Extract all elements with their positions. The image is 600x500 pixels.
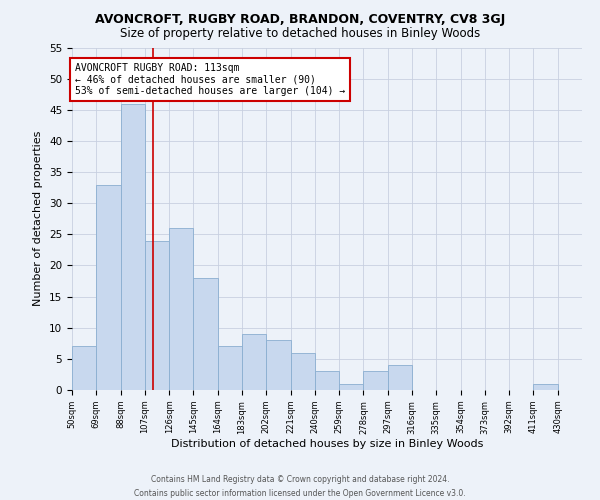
- Bar: [388, 365, 412, 390]
- Y-axis label: Number of detached properties: Number of detached properties: [34, 131, 43, 306]
- Bar: [315, 372, 339, 390]
- Bar: [145, 240, 169, 390]
- Bar: [193, 278, 218, 390]
- Bar: [364, 372, 388, 390]
- Bar: [533, 384, 558, 390]
- Bar: [121, 104, 145, 390]
- X-axis label: Distribution of detached houses by size in Binley Woods: Distribution of detached houses by size …: [171, 440, 483, 450]
- Bar: [72, 346, 96, 390]
- Bar: [242, 334, 266, 390]
- Text: AVONCROFT RUGBY ROAD: 113sqm
← 46% of detached houses are smaller (90)
53% of se: AVONCROFT RUGBY ROAD: 113sqm ← 46% of de…: [74, 63, 345, 96]
- Bar: [290, 352, 315, 390]
- Text: AVONCROFT, RUGBY ROAD, BRANDON, COVENTRY, CV8 3GJ: AVONCROFT, RUGBY ROAD, BRANDON, COVENTRY…: [95, 12, 505, 26]
- Bar: [218, 346, 242, 390]
- Bar: [339, 384, 364, 390]
- Text: Contains HM Land Registry data © Crown copyright and database right 2024.
Contai: Contains HM Land Registry data © Crown c…: [134, 476, 466, 498]
- Bar: [96, 184, 121, 390]
- Text: Size of property relative to detached houses in Binley Woods: Size of property relative to detached ho…: [120, 28, 480, 40]
- Bar: [266, 340, 290, 390]
- Bar: [169, 228, 193, 390]
